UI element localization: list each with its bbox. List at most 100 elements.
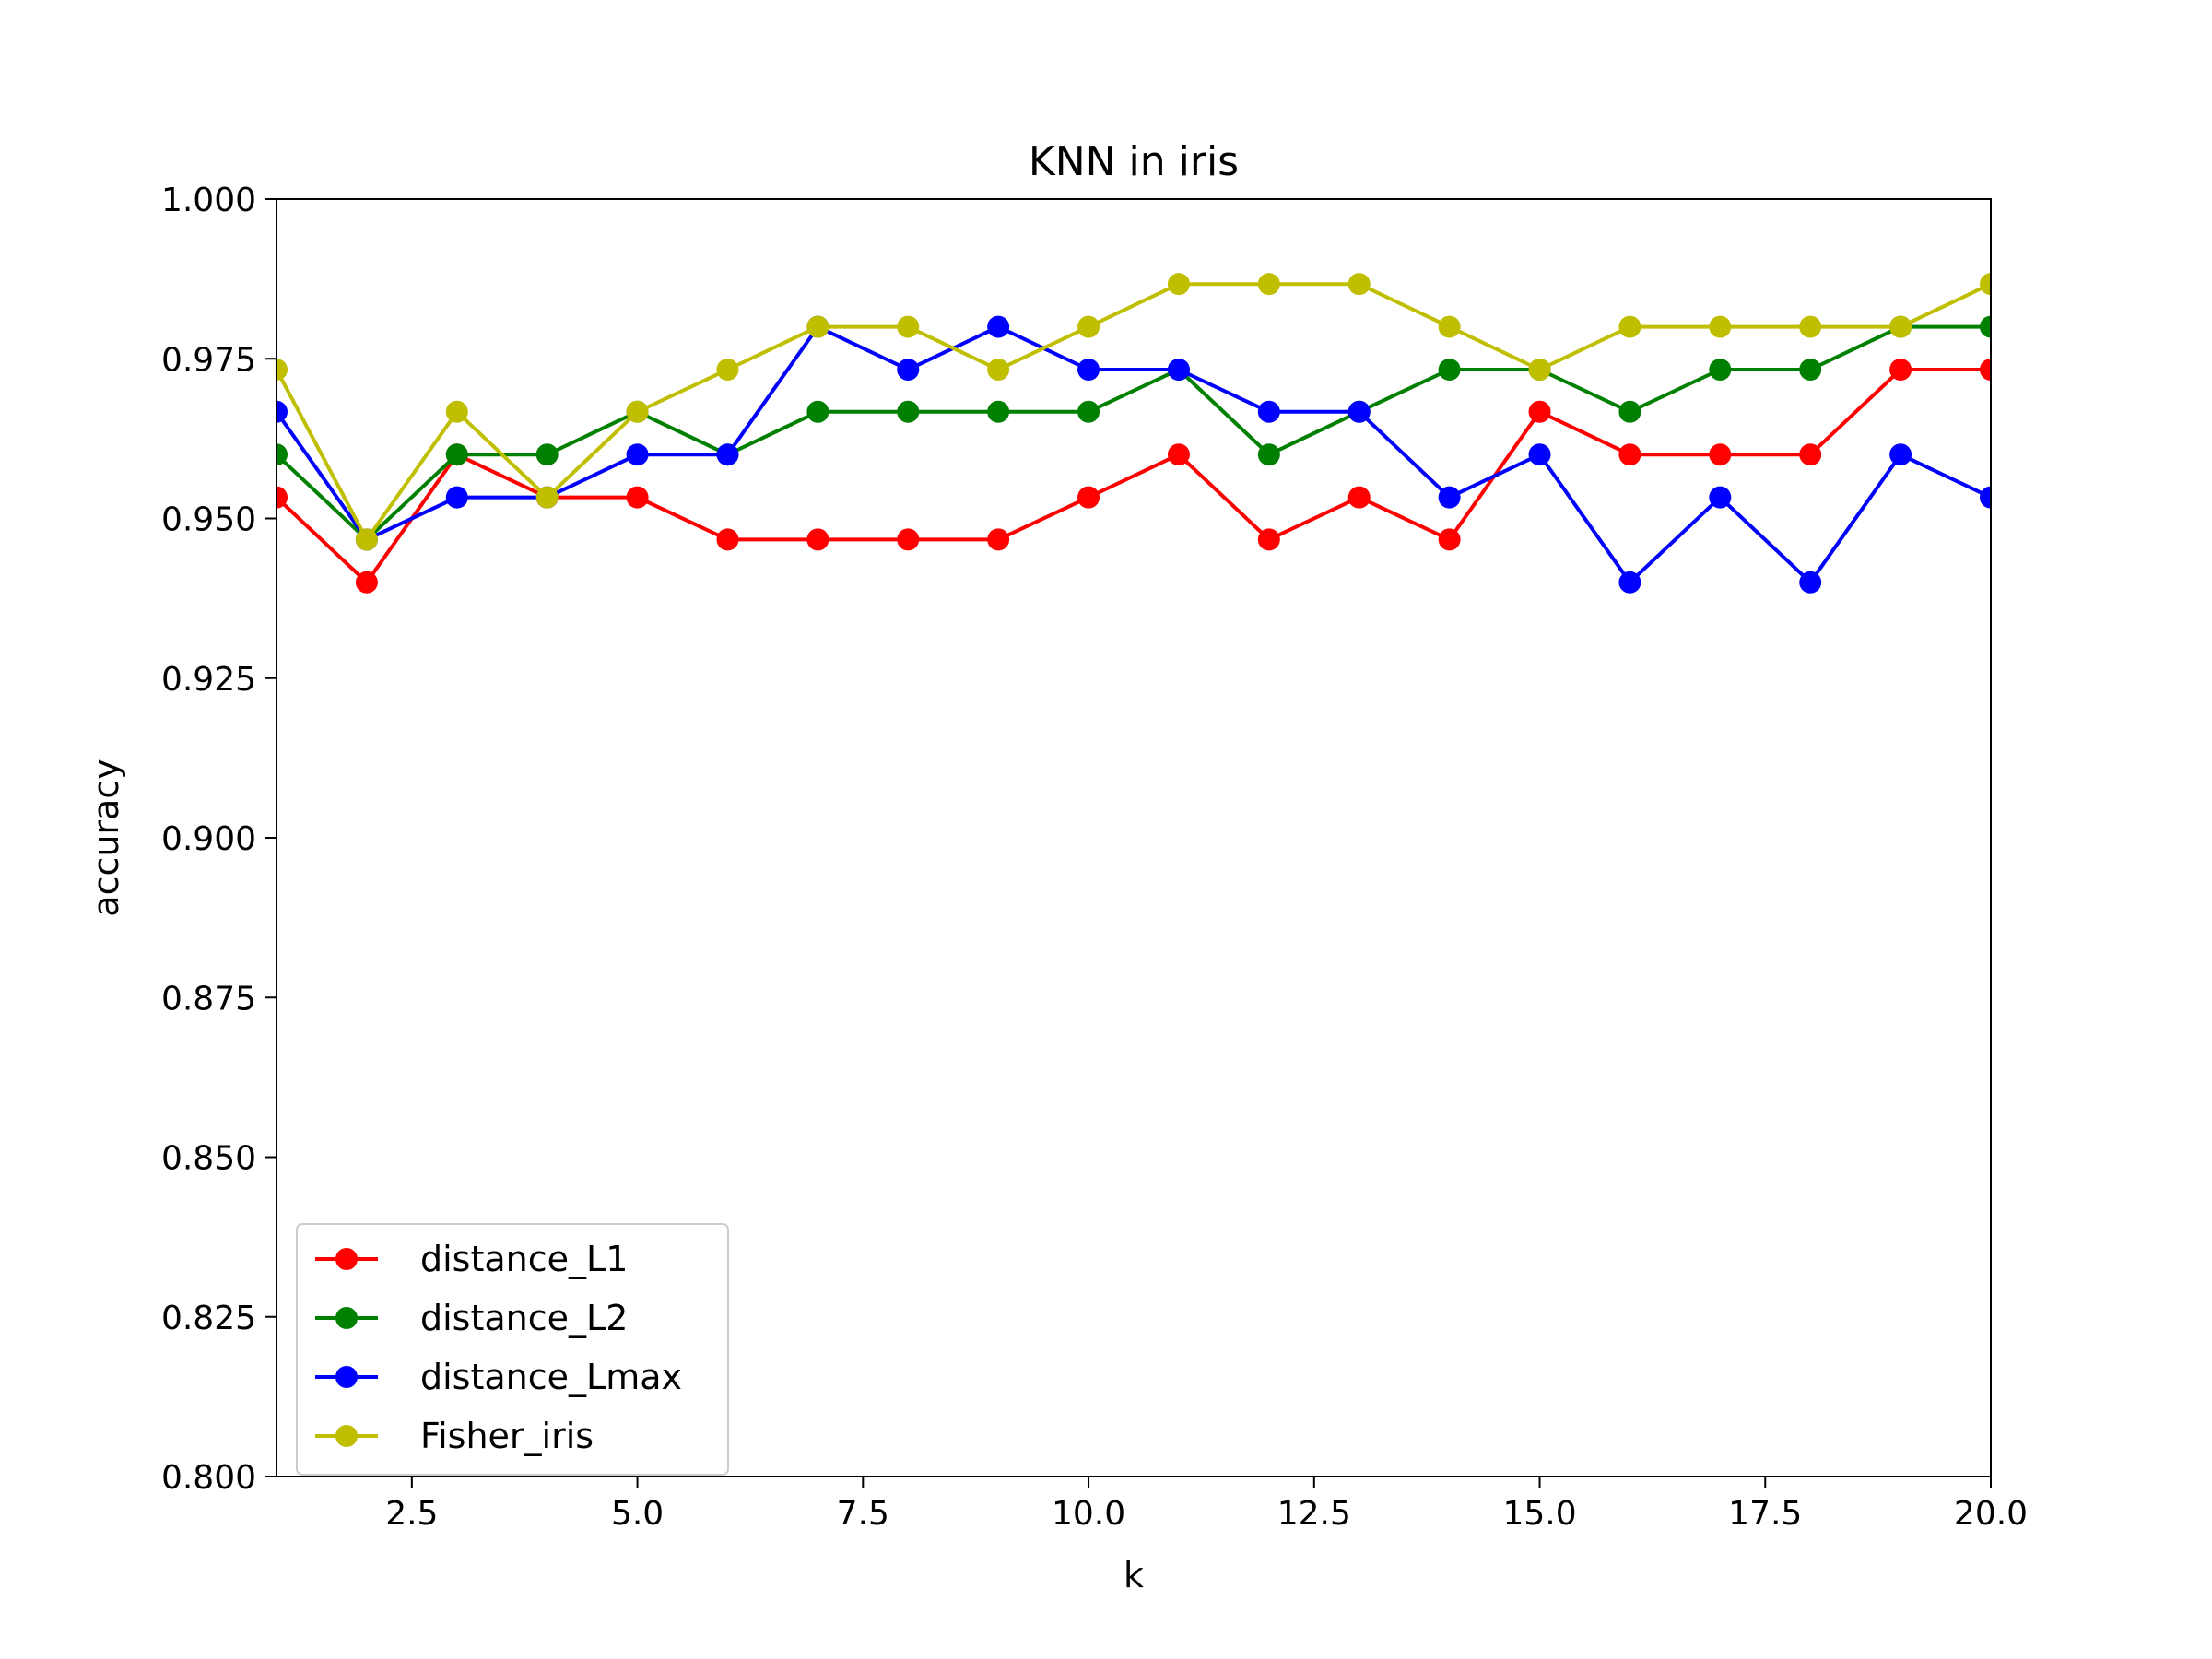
x-tick-label: 5.0 bbox=[611, 1495, 664, 1533]
series-line-distance_L1 bbox=[276, 368, 1991, 584]
data-point-distance_L1 bbox=[987, 528, 1010, 551]
x-tick-label: 12.5 bbox=[1277, 1495, 1351, 1533]
y-tick-label: 0.975 bbox=[161, 341, 256, 379]
legend-swatch-marker bbox=[335, 1366, 358, 1388]
x-axis: 2.5 5.0 7.5 10.0 12.5 15.0 17.5 20.0 bbox=[385, 1477, 2028, 1533]
data-point-distance_Lmax bbox=[1528, 443, 1551, 466]
y-tick-label: 0.825 bbox=[161, 1300, 256, 1337]
y-tick-label: 0.800 bbox=[161, 1459, 256, 1497]
data-point-Fisher_iris bbox=[355, 528, 378, 551]
data-point-distance_Lmax bbox=[1709, 486, 1732, 509]
data-point-distance_L1 bbox=[806, 528, 830, 551]
data-point-Fisher_iris bbox=[1618, 315, 1641, 338]
data-point-distance_L1 bbox=[897, 528, 920, 551]
data-point-distance_L2 bbox=[1077, 400, 1100, 423]
data-point-distance_L2 bbox=[1799, 359, 1822, 382]
y-tick-label: 0.925 bbox=[161, 661, 256, 699]
data-point-distance_L2 bbox=[535, 443, 559, 466]
x-axis-label: k bbox=[1124, 1555, 1144, 1595]
data-point-distance_Lmax bbox=[1438, 486, 1461, 509]
legend-label: Fisher_iris bbox=[420, 1416, 594, 1456]
series-line-distance_L2 bbox=[276, 324, 1991, 542]
legend-label: distance_Lmax bbox=[420, 1357, 682, 1397]
data-point-Fisher_iris bbox=[987, 359, 1010, 382]
data-point-Fisher_iris bbox=[1709, 315, 1732, 338]
data-point-distance_L1 bbox=[1980, 359, 1991, 382]
data-point-Fisher_iris bbox=[1347, 273, 1371, 296]
data-point-distance_Lmax bbox=[1618, 571, 1641, 594]
data-point-distance_L2 bbox=[1257, 443, 1280, 466]
data-point-Fisher_iris bbox=[806, 315, 830, 338]
y-tick-label: 1.000 bbox=[161, 182, 256, 219]
data-point-Fisher_iris bbox=[716, 359, 739, 382]
data-point-Fisher_iris bbox=[1889, 315, 1912, 338]
x-tick-label: 15.0 bbox=[1502, 1495, 1576, 1533]
data-point-Fisher_iris bbox=[1167, 273, 1190, 296]
legend-box bbox=[296, 1223, 729, 1476]
series-line-distance_Lmax bbox=[276, 324, 1991, 584]
series-line-Fisher_iris bbox=[276, 282, 1991, 542]
y-axis: 0.800 0.825 0.850 0.875 0.900 0.925 0.950 0.975… bbox=[161, 182, 276, 1497]
data-point-distance_L1 bbox=[276, 486, 288, 509]
y-tick-label: 0.850 bbox=[161, 1140, 256, 1178]
data-point-distance_L2 bbox=[1709, 359, 1732, 382]
y-tick-label: 0.950 bbox=[161, 501, 256, 539]
chart-title: KNN in iris bbox=[1029, 138, 1239, 185]
data-point-Fisher_iris bbox=[1799, 315, 1822, 338]
data-point-Fisher_iris bbox=[445, 400, 468, 423]
data-point-distance_L1 bbox=[1438, 528, 1461, 551]
legend-swatch-marker bbox=[335, 1248, 358, 1270]
y-tick-label: 0.875 bbox=[161, 980, 256, 1018]
data-point-distance_L1 bbox=[626, 486, 649, 509]
data-point-distance_Lmax bbox=[1257, 400, 1280, 423]
data-point-distance_L2 bbox=[276, 443, 288, 466]
data-point-Fisher_iris bbox=[276, 359, 288, 382]
data-point-Fisher_iris bbox=[1528, 359, 1551, 382]
x-tick-label: 20.0 bbox=[1954, 1495, 2028, 1533]
data-point-distance_Lmax bbox=[1799, 571, 1822, 594]
legend-label: distance_L2 bbox=[420, 1298, 628, 1338]
data-point-distance_L1 bbox=[355, 571, 378, 594]
data-point-distance_L2 bbox=[987, 400, 1010, 423]
data-point-distance_Lmax bbox=[445, 486, 468, 509]
data-point-distance_L1 bbox=[1257, 528, 1280, 551]
data-point-distance_L2 bbox=[1618, 400, 1641, 423]
legend-label: distance_L1 bbox=[420, 1239, 628, 1279]
data-point-Fisher_iris bbox=[1257, 273, 1280, 296]
data-point-distance_L1 bbox=[1167, 443, 1190, 466]
data-point-distance_L2 bbox=[806, 400, 830, 423]
legend: distance_L1 distance_L2 distance_Lmax Fishe… bbox=[296, 1223, 729, 1476]
data-point-distance_Lmax bbox=[626, 443, 649, 466]
y-tick-label: 0.900 bbox=[161, 820, 256, 858]
data-point-Fisher_iris bbox=[1980, 273, 1991, 296]
data-point-distance_L1 bbox=[1528, 400, 1551, 423]
x-tick-label: 7.5 bbox=[837, 1495, 889, 1533]
data-point-Fisher_iris bbox=[626, 400, 649, 423]
x-tick-label: 2.5 bbox=[385, 1495, 438, 1533]
data-point-distance_L2 bbox=[1438, 359, 1461, 382]
data-point-Fisher_iris bbox=[1077, 315, 1100, 338]
data-point-distance_Lmax bbox=[1980, 486, 1991, 509]
data-point-distance_Lmax bbox=[1077, 359, 1100, 382]
data-point-distance_Lmax bbox=[1347, 400, 1371, 423]
data-point-distance_L1 bbox=[1799, 443, 1822, 466]
data-point-distance_Lmax bbox=[987, 315, 1010, 338]
data-point-distance_L1 bbox=[1618, 443, 1641, 466]
data-point-distance_L2 bbox=[1980, 315, 1991, 338]
data-point-distance_Lmax bbox=[1167, 359, 1190, 382]
data-point-distance_Lmax bbox=[897, 359, 920, 382]
data-point-Fisher_iris bbox=[897, 315, 920, 338]
data-point-distance_L1 bbox=[1077, 486, 1100, 509]
x-tick-label: 17.5 bbox=[1728, 1495, 1802, 1533]
data-point-distance_L1 bbox=[1889, 359, 1912, 382]
y-axis-label: accuracy bbox=[86, 759, 126, 916]
data-point-distance_L1 bbox=[1347, 486, 1371, 509]
data-point-distance_L2 bbox=[445, 443, 468, 466]
data-point-Fisher_iris bbox=[535, 486, 559, 509]
data-point-distance_L1 bbox=[1709, 443, 1732, 466]
data-point-distance_Lmax bbox=[1889, 443, 1912, 466]
data-point-distance_Lmax bbox=[276, 400, 288, 423]
series-layer bbox=[276, 273, 1991, 594]
data-point-distance_L1 bbox=[716, 528, 739, 551]
